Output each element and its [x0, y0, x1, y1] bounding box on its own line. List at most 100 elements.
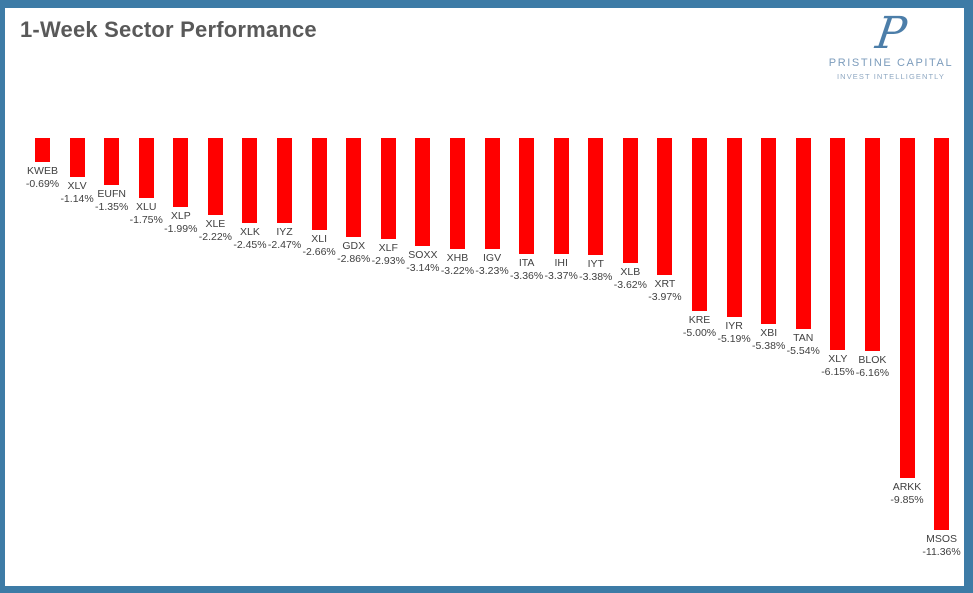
percent-label: -1.75%	[129, 214, 163, 227]
ticker-label: SOXX	[408, 249, 438, 262]
bar-ARKK	[899, 138, 915, 478]
logo-tagline: INVEST INTELLIGENTLY	[837, 72, 945, 81]
ticker-label: KWEB	[27, 164, 58, 177]
percent-label: -2.86%	[337, 252, 371, 265]
ticker-label: XLV	[67, 180, 87, 193]
bar-label-XLV: XLV -1.14%	[50, 180, 104, 206]
bar-XLB	[622, 138, 638, 263]
ticker-label: XRT	[654, 277, 676, 290]
percent-label: -9.85%	[890, 493, 924, 506]
percent-label: -3.38%	[579, 270, 613, 283]
percent-label: -2.93%	[371, 255, 405, 268]
ticker-label: IYR	[725, 320, 743, 333]
bar-SOXX	[415, 138, 431, 247]
bar-IGV	[484, 138, 500, 250]
ticker-label: IYZ	[276, 226, 293, 239]
bar-label-GDX: GDX -2.86%	[327, 240, 381, 266]
bar-label-IGV: IGV -3.23%	[465, 252, 519, 278]
ticker-label: EUFN	[97, 187, 126, 200]
company-logo: P PRISTINE CAPITAL INVEST INTELLIGENTLY	[826, 8, 956, 81]
ticker-label: XLI	[311, 232, 327, 245]
bar-BLOK	[864, 138, 880, 351]
bar-label-XBI: XBI -5.38%	[742, 327, 796, 353]
percent-label: -3.97%	[648, 290, 682, 303]
logo-company-name: PRISTINE CAPITAL	[828, 57, 954, 69]
bar-label-XLU: XLU -1.75%	[119, 201, 173, 227]
ticker-label: XHB	[446, 252, 469, 265]
bar-label-MSOS: MSOS -11.36%	[915, 532, 964, 559]
bar-label-IYZ: IYZ -2.47%	[258, 226, 312, 252]
percent-label: -2.45%	[233, 238, 267, 251]
ticker-label: IGV	[482, 252, 502, 265]
percent-label: -5.19%	[717, 333, 751, 346]
percent-label: -2.47%	[267, 239, 302, 252]
ticker-label: XLK	[240, 225, 260, 238]
percent-label: -3.36%	[509, 269, 544, 282]
bar-IYR	[726, 138, 742, 318]
bar-EUFN	[104, 138, 120, 185]
bar-XLU	[138, 138, 154, 199]
bar-label-IYT: IYT -3.38%	[569, 258, 623, 284]
bar-label-XLY: XLY -6.15%	[811, 353, 865, 379]
bar-label-XRT: XRT -3.97%	[638, 278, 692, 304]
bar-ITA	[519, 138, 535, 254]
bar-label-XLI: XLI -2.66%	[292, 233, 346, 259]
bar-label-ARKK: ARKK -9.85%	[880, 481, 934, 507]
percent-label: -2.22%	[198, 230, 233, 243]
ticker-label: ARKK	[892, 480, 922, 493]
bar-label-XLF: XLF -2.93%	[361, 242, 415, 268]
percent-label: -6.15%	[821, 366, 855, 379]
percent-label: -1.99%	[164, 222, 198, 235]
ticker-label: MSOS	[926, 532, 958, 545]
ticker-label: KRE	[688, 313, 711, 326]
bar-XLY	[830, 138, 846, 351]
bar-TAN	[795, 138, 811, 330]
bar-KWEB	[35, 138, 50, 162]
page-title: 1-Week Sector Performance	[20, 17, 317, 42]
bar-label-XLP: XLP -1.99%	[154, 210, 208, 236]
bar-XLK	[242, 138, 258, 223]
bar-label-XLK: XLK -2.45%	[223, 226, 277, 252]
ticker-label: XLY	[828, 353, 848, 366]
percent-label: -0.69%	[25, 177, 60, 190]
ticker-label: IHI	[554, 257, 568, 270]
ticker-label: XLB	[620, 265, 641, 278]
percent-label: -1.14%	[60, 193, 94, 206]
sector-performance-bar-chart: KWEB -0.69% XLV -1.14% EUFN -1.35% XLU -1.75% XL…	[5, 8, 964, 586]
bar-label-XLE: XLE -2.22%	[188, 218, 242, 244]
bar-XRT	[657, 138, 673, 275]
bar-label-XHB: XHB -3.22%	[430, 252, 484, 278]
percent-label: -5.38%	[752, 339, 786, 352]
bar-IYZ	[277, 138, 293, 224]
ticker-label: XBI	[760, 326, 778, 339]
bar-label-XLB: XLB -3.62%	[603, 266, 657, 292]
bar-label-SOXX: SOXX -3.14%	[396, 249, 450, 275]
bar-XLV	[69, 138, 85, 178]
bar-label-TAN: TAN -5.54%	[776, 332, 830, 358]
percent-label: -3.22%	[440, 265, 475, 278]
bar-IHI	[553, 138, 569, 255]
bar-IYT	[588, 138, 604, 255]
percent-label: -1.35%	[95, 200, 129, 213]
bar-KRE	[692, 138, 708, 311]
percent-label: -3.14%	[406, 262, 440, 275]
ticker-label: ITA	[518, 256, 535, 269]
bar-label-ITA: ITA -3.36%	[500, 257, 554, 283]
ticker-label: BLOK	[858, 353, 887, 366]
bar-label-BLOK: BLOK -6.16%	[845, 354, 899, 380]
percent-label: -11.36%	[922, 545, 961, 558]
bar-label-IYR: IYR -5.19%	[707, 320, 761, 346]
percent-label: -5.00%	[682, 326, 717, 339]
percent-label: -3.37%	[544, 270, 578, 283]
ticker-label: GDX	[342, 239, 366, 252]
percent-label: -6.16%	[855, 366, 890, 379]
bar-XLF	[380, 138, 396, 240]
bar-XHB	[449, 138, 465, 250]
ticker-label: XLE	[205, 217, 226, 230]
percent-label: -2.66%	[302, 245, 336, 258]
percent-label: -3.23%	[475, 265, 509, 278]
bar-MSOS	[934, 138, 950, 530]
bar-GDX	[346, 138, 362, 237]
bar-label-IHI: IHI -3.37%	[534, 257, 588, 283]
